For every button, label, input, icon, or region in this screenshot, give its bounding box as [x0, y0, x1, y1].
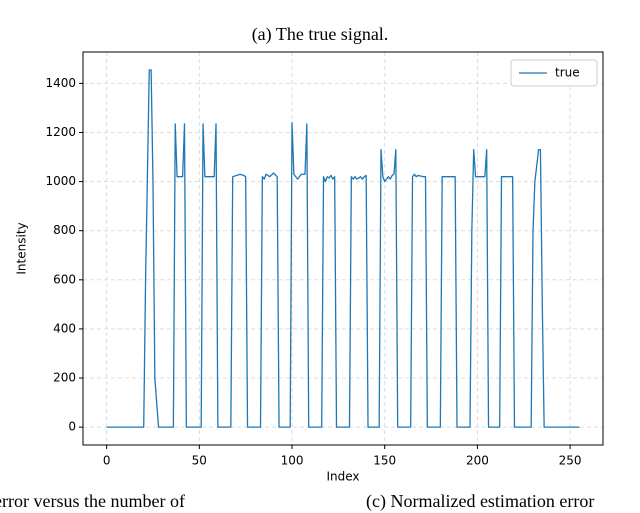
plot-frame — [82, 51, 604, 446]
data-line — [106, 69, 580, 428]
x-tick-label: 150 — [373, 454, 396, 468]
y-tick-label: 200 — [53, 371, 76, 385]
y-tick-label: 400 — [53, 321, 76, 335]
legend-box — [510, 59, 598, 87]
x-tick-label: 0 — [103, 454, 111, 468]
x-tick-label: 100 — [281, 454, 304, 468]
y-axis-label: Intensity — [15, 222, 29, 274]
y-tick-label: 600 — [53, 272, 76, 286]
x-tick-label: 50 — [192, 454, 207, 468]
x-tick-label: 250 — [559, 454, 582, 468]
y-tick-label: 1400 — [45, 76, 76, 90]
x-axis-label: Index — [326, 470, 359, 484]
bottom-caption: error versus the number of — [0, 491, 185, 511]
y-tick-label: 800 — [53, 223, 76, 237]
y-tick-label: 1200 — [45, 125, 76, 139]
y-tick-label: 0 — [68, 420, 76, 434]
legend-label: true — [555, 66, 580, 80]
bottom-caption: (c) Normalized estimation error — [366, 491, 594, 512]
x-tick-label: 200 — [466, 454, 489, 468]
y-tick-label: 1000 — [45, 174, 76, 188]
caption: (a) The true signal. — [252, 24, 389, 45]
